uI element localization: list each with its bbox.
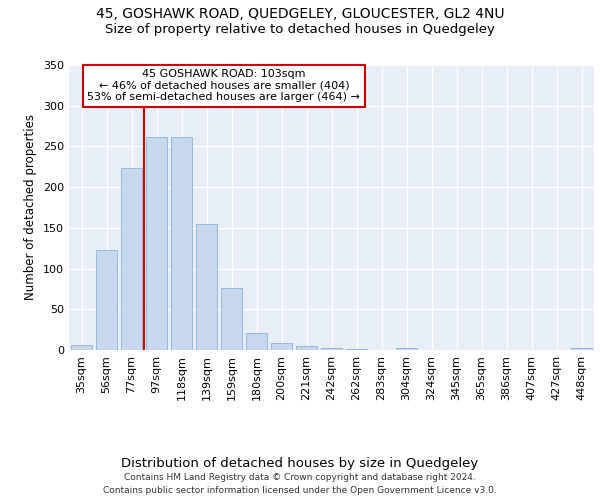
Bar	[146, 138, 167, 350]
Bar	[71, 345, 92, 350]
Bar	[346, 349, 367, 350]
Bar	[221, 288, 242, 350]
Bar	[121, 168, 142, 350]
Text: Distribution of detached houses by size in Quedgeley: Distribution of detached houses by size …	[121, 458, 479, 470]
Bar	[321, 348, 342, 350]
Text: 45, GOSHAWK ROAD, QUEDGELEY, GLOUCESTER, GL2 4NU: 45, GOSHAWK ROAD, QUEDGELEY, GLOUCESTER,…	[96, 8, 504, 22]
Bar	[171, 138, 192, 350]
Bar	[196, 224, 217, 350]
Y-axis label: Number of detached properties: Number of detached properties	[25, 114, 37, 300]
Bar	[396, 348, 417, 350]
Bar	[246, 333, 267, 350]
Text: Size of property relative to detached houses in Quedgeley: Size of property relative to detached ho…	[105, 22, 495, 36]
Bar	[96, 250, 117, 350]
Bar	[271, 344, 292, 350]
Text: Contains HM Land Registry data © Crown copyright and database right 2024.
Contai: Contains HM Land Registry data © Crown c…	[103, 474, 497, 495]
Bar	[296, 346, 317, 350]
Text: 45 GOSHAWK ROAD: 103sqm
← 46% of detached houses are smaller (404)
53% of semi-d: 45 GOSHAWK ROAD: 103sqm ← 46% of detache…	[88, 70, 361, 102]
Bar	[571, 348, 592, 350]
